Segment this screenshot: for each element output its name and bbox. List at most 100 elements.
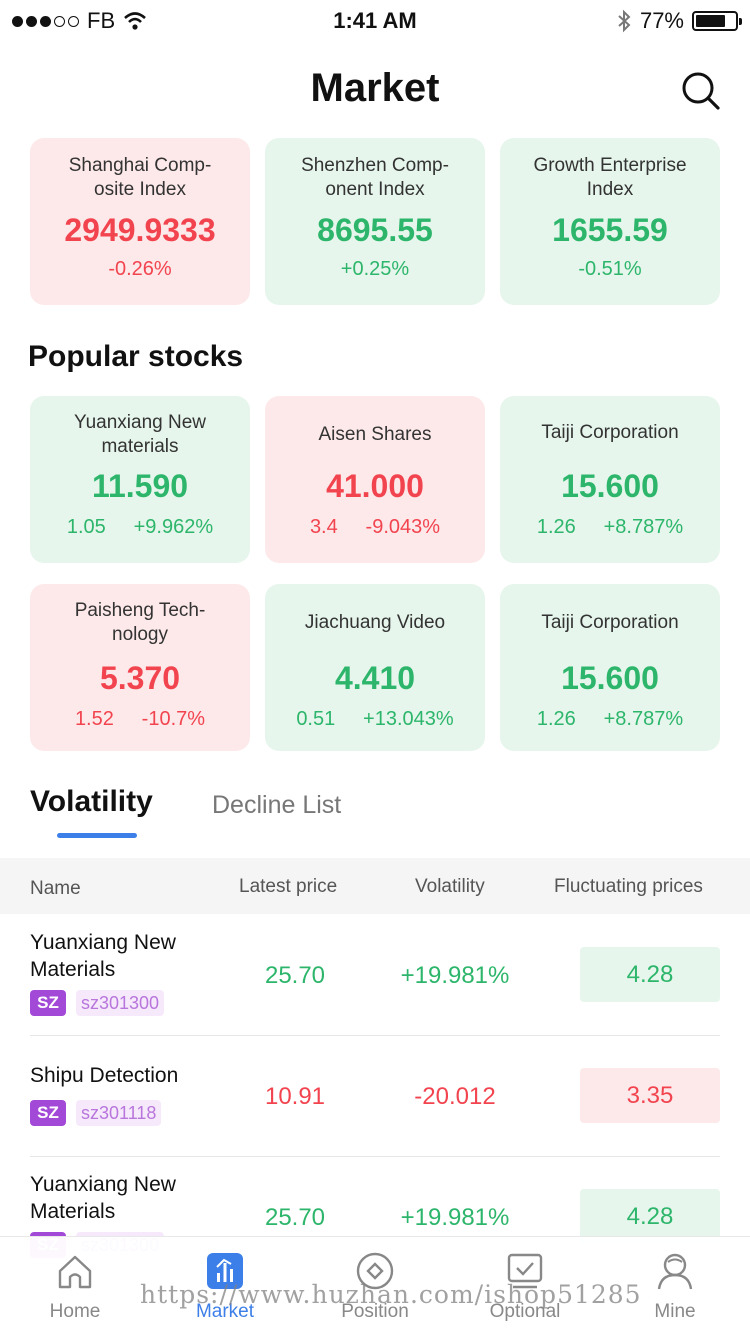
index-name: Shanghai Comp- osite Index [68,155,212,200]
home-icon [58,1255,92,1289]
stock-code: sz301300 [76,990,165,1016]
active-tab-indicator [57,833,137,838]
index-change: -0.51% [578,258,642,280]
latest-price: 10.91 [264,1083,326,1110]
stock-name: Shipu Detection [30,1064,179,1087]
stock-change: 1.26 [536,708,576,730]
watermark-text: https://www.huzhan.com/ishop51285 [140,1280,642,1309]
fluctuating-price: 4.28 [580,947,720,1002]
bottom-tab-bar: Home Market Position Optional [0,1236,750,1335]
header: Market [0,60,750,120]
tab-home[interactable]: Home [0,1237,150,1335]
tab-label: Home [49,1301,101,1322]
status-right: 77% [616,8,742,34]
volatility-value: +19.981% [400,962,510,989]
popular-stocks-title: Popular stocks [28,340,244,373]
index-name: Shenzhen Comp- onent Index [301,155,449,200]
stock-price: 41.000 [326,468,424,504]
index-card-shenzhen[interactable]: Shenzhen Comp- onent Index 8695.55 +0.25… [265,138,485,305]
row-divider [30,1035,720,1036]
stock-percent: +9.962% [133,516,214,538]
column-name[interactable]: Name [30,878,81,899]
index-change: +0.25% [340,258,410,280]
status-left: FB [12,8,147,34]
stock-change-row: 1.52 -10.7% [30,708,250,731]
stock-name: Aisen Shares [318,424,432,445]
battery-percent: 77% [639,8,684,33]
stock-change-row: 0.51 +13.043% [265,708,485,731]
column-fluctuating-prices[interactable]: Fluctuating prices [554,876,703,897]
stock-price: 4.410 [334,660,416,696]
list-tabs: Volatility Decline List [0,785,750,845]
page-title: Market [310,66,440,110]
index-value: 1655.59 [552,212,668,248]
stock-card[interactable]: Aisen Shares 41.000 3.4 -9.043% [265,396,485,563]
stock-percent: -10.7% [141,708,206,730]
stock-name: Yuanxiang New materials [73,412,207,457]
stock-change-row: 1.05 +9.962% [30,516,250,539]
exchange-badge: SZ [30,1100,66,1126]
tab-label: Market [195,1301,255,1322]
exchange-badge: SZ [30,990,66,1016]
carrier-label: FB [87,8,116,33]
stock-name: Taiji Corporation [541,422,679,443]
tab-optional[interactable]: Optional [450,1237,600,1335]
column-latest-price[interactable]: Latest price [239,876,338,897]
fluctuating-price: 4.28 [580,1189,720,1244]
column-volatility[interactable]: Volatility [415,876,485,897]
stock-card[interactable]: Paisheng Tech- nology 5.370 1.52 -10.7% [30,584,250,751]
index-value: 2949.9333 [64,212,216,248]
fluctuating-price: 3.35 [580,1068,720,1123]
tab-market[interactable]: Market [150,1237,300,1335]
stock-price: 15.600 [561,660,659,696]
tab-label: Mine [654,1301,696,1322]
stock-percent: +8.787% [603,708,684,730]
stock-card[interactable]: Taiji Corporation 15.600 1.26 +8.787% [500,584,720,751]
signal-icon [12,15,79,27]
stock-change: 0.51 [296,708,336,730]
stock-name: Yuanxiang New Materials [30,1173,176,1223]
tab-label: Position [341,1301,409,1322]
search-icon[interactable] [680,70,722,112]
index-name: Growth Enterprise Index [533,155,687,200]
index-value: 8695.55 [317,212,433,248]
stock-card[interactable]: Yuanxiang New materials 11.590 1.05 +9.9… [30,396,250,563]
optional-icon [507,1253,543,1289]
wifi-icon [124,12,146,30]
bluetooth-icon [618,9,631,33]
stock-change: 1.52 [74,708,114,730]
latest-price: 25.70 [264,962,326,989]
tab-decline-list[interactable]: Decline List [212,791,342,819]
stock-name: Yuanxiang New Materials [30,931,176,981]
mine-icon [657,1253,693,1290]
index-card-growth[interactable]: Growth Enterprise Index 1655.59 -0.51% [500,138,720,305]
stock-percent: -9.043% [365,516,441,538]
stock-change-row: 1.26 +8.787% [500,708,720,731]
table-row[interactable]: Yuanxiang New Materials SZ sz301300 25.7… [0,1157,750,1258]
clock: 1:41 AM [333,8,417,33]
latest-price: 25.70 [264,1204,326,1231]
stock-change: 1.26 [536,516,576,538]
stock-price: 5.370 [99,660,181,696]
table-row[interactable]: Yuanxiang New Materials SZ sz301300 25.7… [0,915,750,1035]
stock-card[interactable]: Taiji Corporation 15.600 1.26 +8.787% [500,396,720,563]
stock-change: 3.4 [309,516,338,538]
position-icon [356,1252,394,1290]
tab-volatility[interactable]: Volatility [30,785,153,818]
volatility-value: -20.012 [414,1083,496,1110]
tab-position[interactable]: Position [300,1237,450,1335]
stock-percent: +13.043% [363,708,454,730]
table-row[interactable]: Shipu Detection SZ sz301118 10.91 -20.01… [0,1036,750,1156]
market-icon [207,1253,243,1289]
row-divider [30,1156,720,1157]
stock-name: Taiji Corporation [541,612,679,633]
stock-code: sz301118 [76,1100,162,1126]
index-card-shanghai[interactable]: Shanghai Comp- osite Index 2949.9333 -0.… [30,138,250,305]
tab-label: Optional [489,1301,561,1322]
stock-name: Paisheng Tech- nology [74,600,206,645]
stock-name: Jiachuang Video [304,612,446,633]
status-bar: FB 1:41 AM 77% [0,0,750,42]
tab-mine[interactable]: Mine [600,1237,750,1335]
battery-icon [692,11,742,31]
stock-card[interactable]: Jiachuang Video 4.410 0.51 +13.043% [265,584,485,751]
